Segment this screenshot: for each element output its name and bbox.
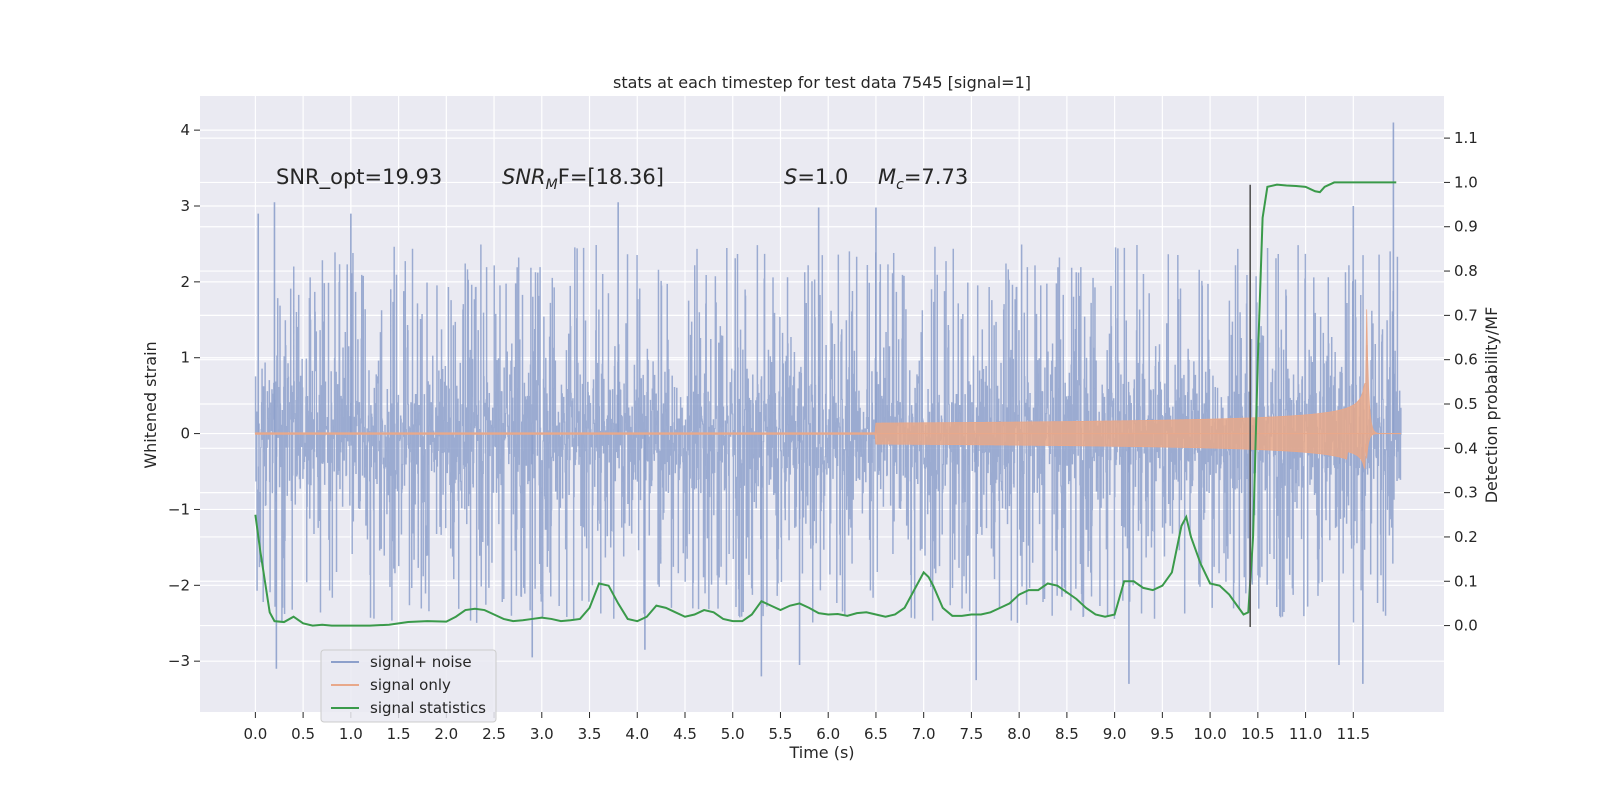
annotation-mc-rest: =7.73	[904, 165, 968, 189]
x-tick-label-12: 6.0	[816, 725, 840, 743]
y-right-tick-label-8: 0.8	[1454, 262, 1478, 280]
x-tick-label-5: 2.5	[482, 725, 506, 743]
annotation-s-label: S	[784, 165, 797, 189]
legend-label-signal-statistics: signal statistics	[370, 699, 486, 717]
y-right-tick-label-1: 0.1	[1454, 572, 1478, 590]
annotation-snr-mf-label: SNR	[502, 165, 546, 189]
x-tick-label-18: 9.0	[1103, 725, 1127, 743]
annotation-mc-label: M	[878, 165, 896, 189]
annotation-snr-mf-rest: F=[18.36]	[558, 165, 664, 189]
legend-label-signal-only: signal only	[370, 676, 451, 694]
x-tick-label-21: 10.5	[1241, 725, 1274, 743]
noise-trace	[254, 244, 1402, 623]
series-signal-statistics	[254, 181, 1397, 627]
y-right-tick-label-10: 1.0	[1454, 173, 1478, 191]
y-right-tick-label-5: 0.5	[1454, 395, 1478, 413]
series-signal-only	[254, 309, 1402, 469]
annotation-mc: Mc=7.73	[878, 165, 968, 193]
y-tick-label-5: 2	[180, 273, 190, 291]
x-tick-label-17: 8.5	[1055, 725, 1079, 743]
annotation-snr-mf: SNRMF=[18.36]	[502, 165, 664, 193]
signal-statistics-line	[254, 181, 1397, 627]
x-tick-label-20: 10.0	[1193, 725, 1226, 743]
x-tick-label-0: 0.0	[243, 725, 267, 743]
x-tick-label-1: 0.5	[291, 725, 315, 743]
x-tick-label-15: 7.5	[959, 725, 983, 743]
x-tick-label-6: 3.0	[530, 725, 554, 743]
series-signal-plus-noise	[254, 122, 1402, 684]
x-tick-label-13: 6.5	[864, 725, 888, 743]
x-tick-label-14: 7.0	[912, 725, 936, 743]
y-tick-label-0: −3	[168, 652, 190, 670]
x-tick-label-7: 3.5	[578, 725, 602, 743]
annotation-snr-mf-sub: M	[546, 177, 558, 193]
x-tick-label-2: 1.0	[339, 725, 363, 743]
y-axis-left-ticks: −3 −2 −1 0 1 2 3 4	[168, 121, 200, 670]
x-tick-label-19: 9.5	[1150, 725, 1174, 743]
x-tick-label-22: 11.0	[1289, 725, 1322, 743]
y-right-tick-label-7: 0.7	[1454, 306, 1478, 324]
y-tick-label-2: −1	[168, 500, 190, 518]
y-tick-label-1: −2	[168, 576, 190, 594]
legend-box	[320, 649, 497, 723]
y-axis-label: Whitened strain	[141, 341, 160, 468]
legend: signal+ noise signal only signal statist…	[320, 649, 497, 723]
chart-title: stats at each timestep for test data 754…	[613, 73, 1031, 92]
y-right-tick-label-9: 0.9	[1454, 218, 1478, 236]
y-tick-label-4: 1	[180, 349, 190, 367]
x-axis-label: Time (s)	[788, 743, 854, 762]
y-tick-label-7: 4	[180, 121, 190, 139]
x-tick-label-9: 4.5	[673, 725, 697, 743]
x-tick-label-16: 8.0	[1007, 725, 1031, 743]
annotation-snr-opt: SNR_opt=19.93	[276, 165, 442, 190]
legend-label-signal-noise: signal+ noise	[370, 653, 472, 671]
annotation-s-rest: =1.0	[797, 165, 848, 189]
annotation-s: S=1.0	[784, 165, 848, 189]
y-right-tick-label-0: 0.0	[1454, 617, 1478, 635]
y-axis-right-ticks: 0.0 0.1 0.2 0.3 0.4 0.5 0.6 0.7 0.8 0.9 1.0 1.1	[1444, 129, 1478, 635]
x-axis-ticks: 0.0 0.5 1.0 1.5 2.0 2.5 3.0 3.5 4.0 4.5 5.0 5.5 6.0 6…	[243, 712, 1370, 743]
x-tick-label-11: 5.5	[769, 725, 793, 743]
x-tick-label-10: 5.0	[721, 725, 745, 743]
y-right-tick-label-3: 0.3	[1454, 484, 1478, 502]
y-right-tick-label-4: 0.4	[1454, 439, 1478, 457]
y-right-tick-label-2: 0.2	[1454, 528, 1478, 546]
x-tick-label-8: 4.0	[625, 725, 649, 743]
annotation-mc-sub: c	[896, 177, 904, 193]
y-right-tick-label-11: 1.1	[1454, 129, 1478, 147]
x-tick-label-3: 1.5	[387, 725, 411, 743]
x-tick-label-23: 11.5	[1337, 725, 1370, 743]
y-tick-label-3: 0	[180, 425, 190, 443]
y-tick-label-6: 3	[180, 197, 190, 215]
y-right-tick-label-6: 0.6	[1454, 351, 1478, 369]
y-axis-right-label: Detection probability/MF	[1482, 307, 1501, 504]
x-tick-label-4: 2.0	[434, 725, 458, 743]
